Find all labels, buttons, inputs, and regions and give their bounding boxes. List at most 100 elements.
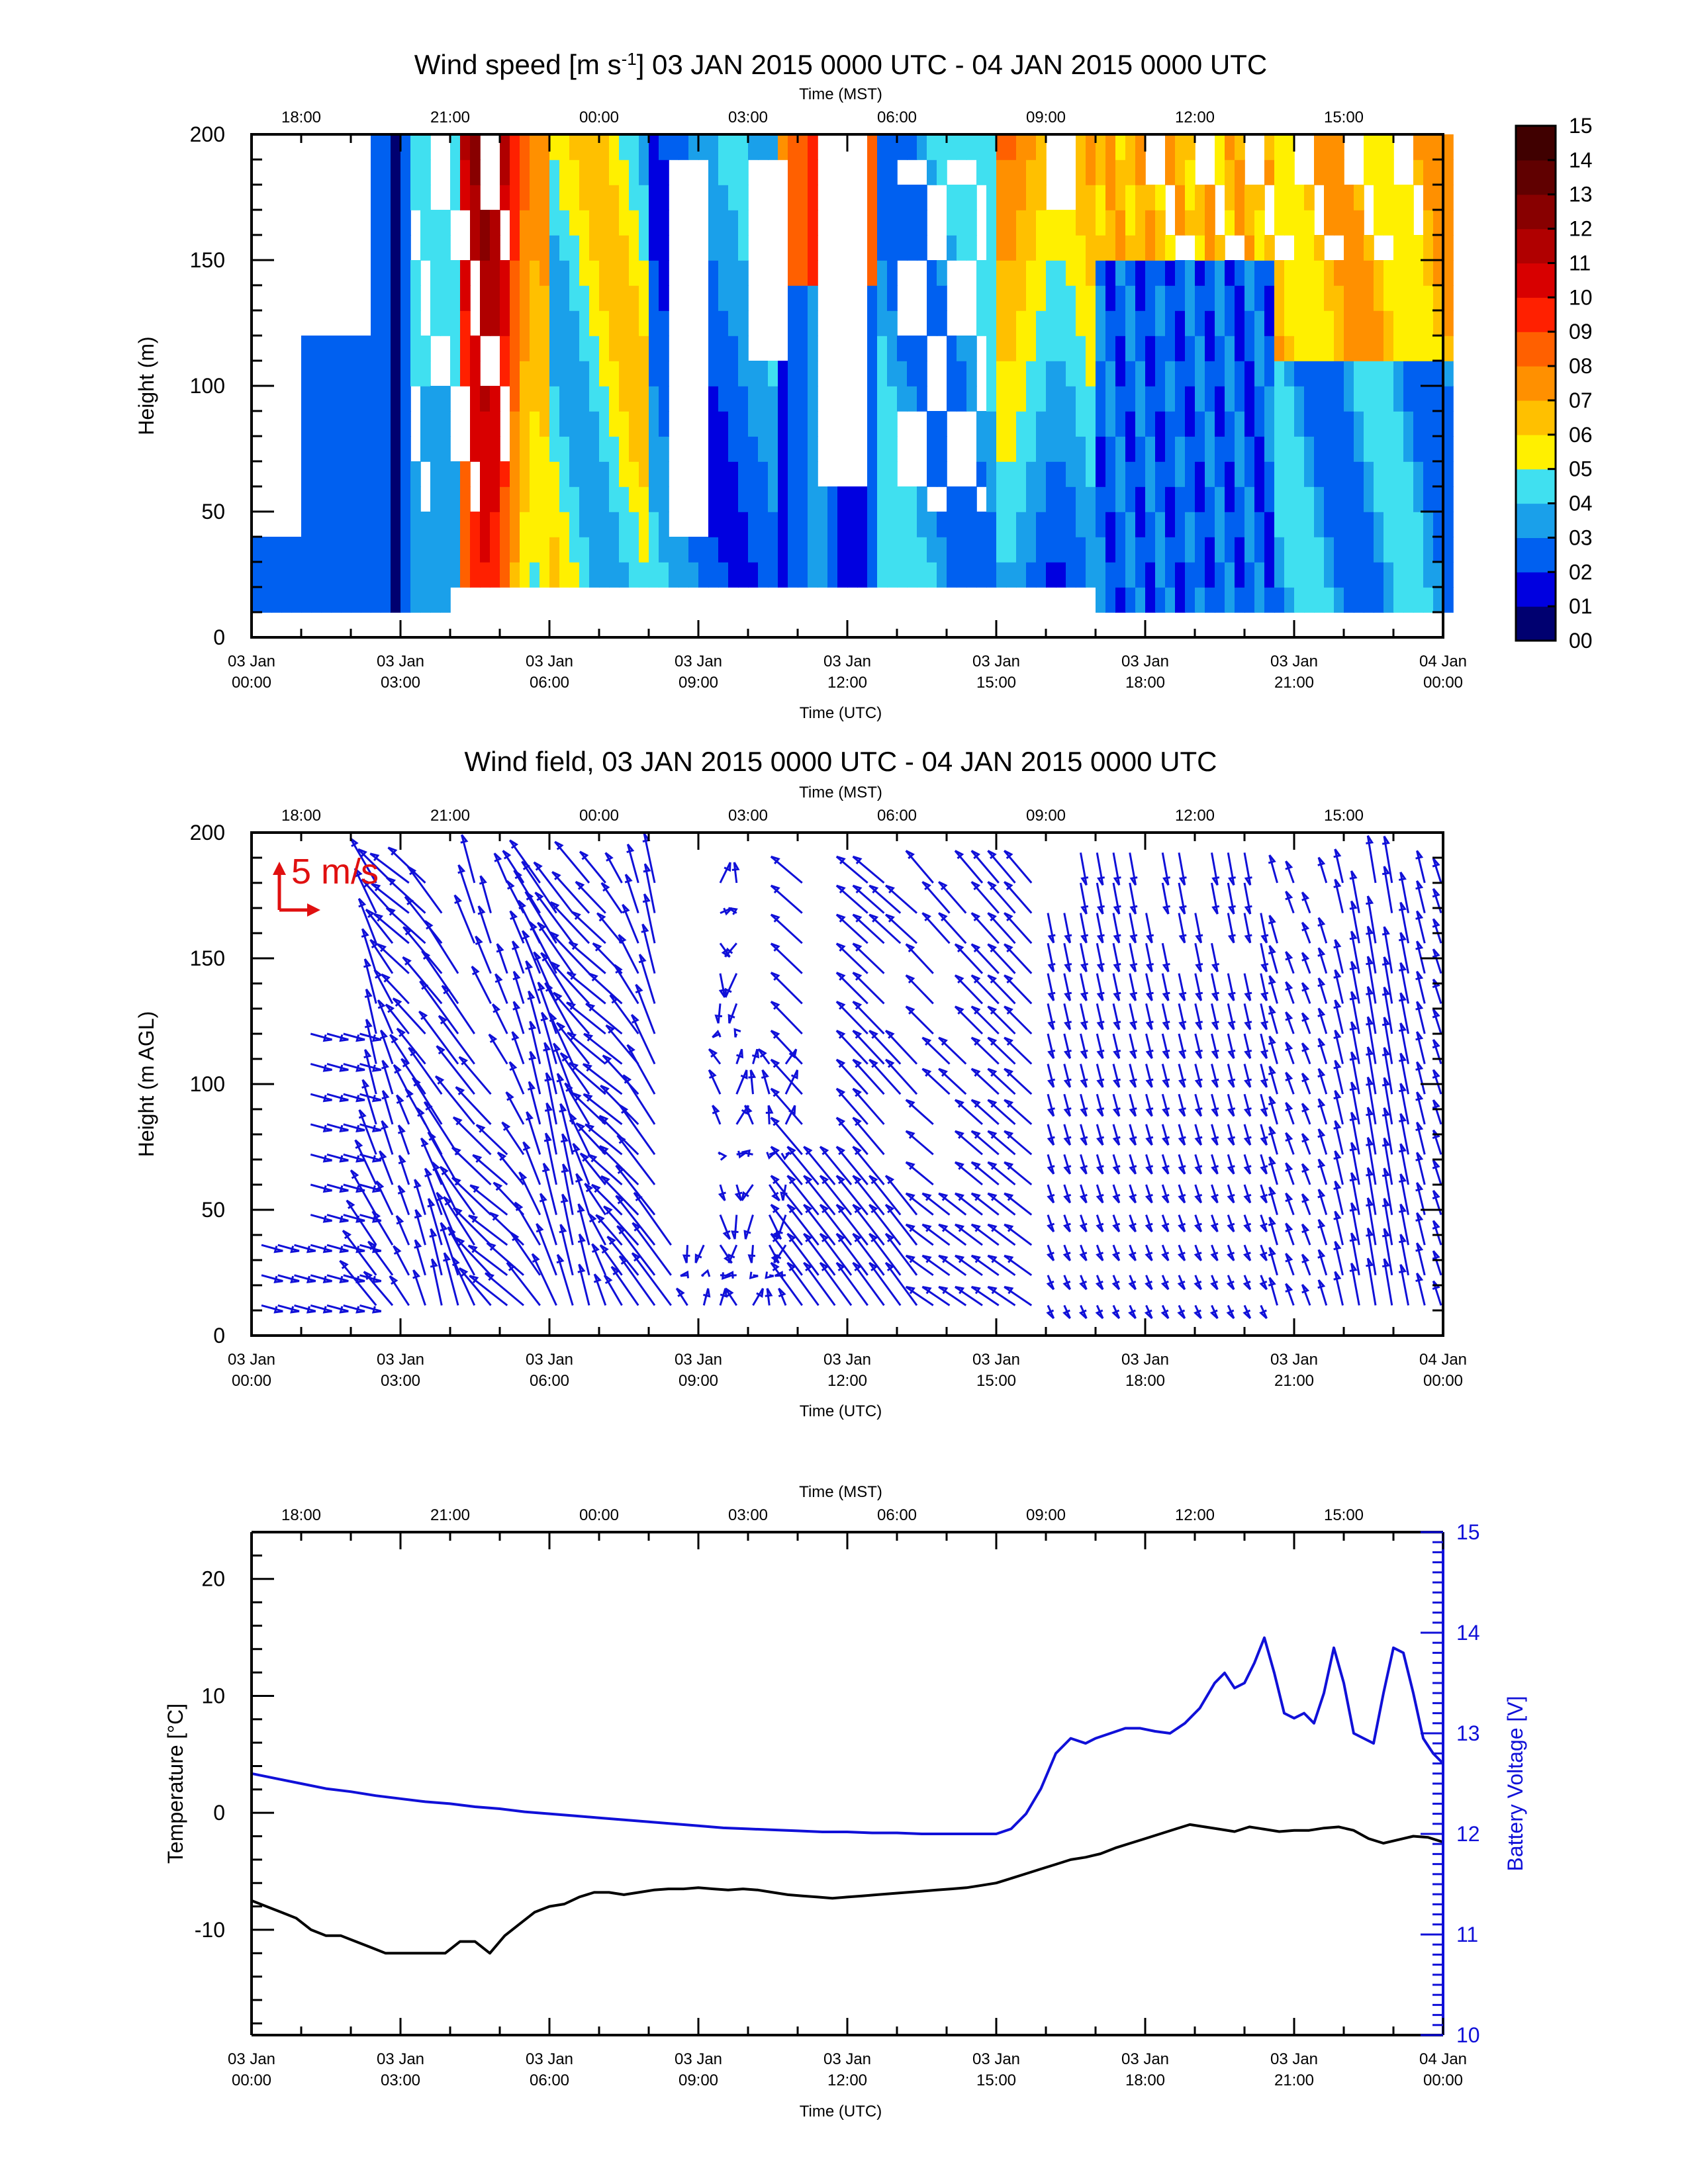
- speed-cell: [1096, 562, 1106, 588]
- wind-arrow: [436, 1045, 475, 1095]
- speed-cell: [808, 486, 818, 512]
- wind-arrow: [1268, 1005, 1278, 1034]
- x-tick-label-time: 12:00: [827, 1372, 867, 1390]
- wind-arrowhead: [1301, 1283, 1310, 1294]
- speed-cell: [1433, 537, 1444, 563]
- wind-arrowhead: [1080, 1136, 1088, 1146]
- speed-cell: [1314, 411, 1325, 437]
- wind-arrowhead: [518, 899, 526, 910]
- speed-cell: [917, 185, 927, 210]
- speed-cell: [549, 185, 560, 210]
- speed-cell: [1383, 285, 1394, 311]
- speed-cell: [301, 486, 312, 512]
- speed-cell: [708, 336, 719, 361]
- wind-arrow: [1260, 1003, 1268, 1030]
- speed-cell: [1145, 336, 1156, 361]
- wind-arrow: [784, 1105, 796, 1125]
- speed-cell: [1364, 486, 1374, 512]
- wind-arrowhead: [591, 1243, 600, 1253]
- speed-cell: [1076, 235, 1086, 261]
- wind-arrowhead: [339, 1185, 349, 1193]
- wind-arrowhead: [1178, 1165, 1186, 1175]
- speed-cell: [1046, 361, 1056, 387]
- wind-arrow: [770, 885, 803, 914]
- wind-arrowhead: [970, 881, 981, 891]
- speed-cell: [371, 562, 381, 588]
- speed-cell: [1274, 336, 1285, 361]
- speed-cell: [391, 159, 401, 185]
- speed-cell: [629, 486, 639, 512]
- speed-cell: [1344, 361, 1354, 387]
- speed-cell: [629, 185, 639, 210]
- wind-arrow: [724, 973, 738, 998]
- top-x-tick-label: 06:00: [877, 807, 917, 825]
- speed-cell: [430, 562, 441, 588]
- wind-arrow: [884, 1175, 918, 1216]
- speed-cell: [1324, 260, 1335, 286]
- wind-arrowhead: [786, 1261, 796, 1271]
- wind-arrowhead: [375, 1180, 385, 1191]
- wind-arrowhead: [1096, 1049, 1105, 1060]
- speed-cell: [1155, 235, 1166, 261]
- wind-arrowhead: [381, 1090, 390, 1100]
- speed-cell: [1354, 336, 1364, 361]
- speed-cell: [1066, 461, 1076, 487]
- speed-cell: [1195, 285, 1205, 311]
- wind-arrow: [786, 1204, 820, 1246]
- speed-cell: [788, 361, 798, 387]
- wind-arrow: [1096, 1003, 1104, 1030]
- speed-cell: [1006, 134, 1017, 160]
- speed-cell: [798, 461, 808, 487]
- wind-arrow: [393, 1245, 410, 1276]
- speed-cell: [768, 461, 778, 487]
- wind-arrowhead: [1268, 944, 1276, 955]
- wind-arrow: [1268, 1216, 1278, 1246]
- wind-arrowhead: [560, 1133, 569, 1143]
- speed-cell: [1433, 361, 1444, 387]
- wind-arrow: [545, 1103, 557, 1155]
- speed-cell: [1244, 285, 1255, 311]
- speed-cell: [837, 537, 848, 563]
- speed-cell: [1244, 185, 1255, 210]
- wind-arrow: [418, 1011, 459, 1065]
- wind-arrowhead: [441, 985, 451, 995]
- speed-cell: [609, 512, 620, 537]
- speed-cell: [1006, 336, 1017, 361]
- wind-arrowhead: [1432, 1069, 1440, 1079]
- x-tick-label-time: 15:00: [976, 674, 1016, 692]
- wind-arrowhead: [1004, 1005, 1013, 1015]
- wind-arrowhead: [1063, 1136, 1072, 1146]
- wind-arrowhead: [747, 1254, 756, 1263]
- wind-arrowhead: [1113, 876, 1121, 886]
- speed-cell: [659, 361, 669, 387]
- wind-arrowhead: [596, 912, 606, 922]
- wind-arrowhead: [479, 875, 487, 885]
- speed-cell: [1016, 285, 1027, 311]
- speed-cell: [1066, 260, 1076, 286]
- speed-cell: [1324, 486, 1335, 512]
- wind-arrowhead: [1080, 934, 1089, 944]
- speed-cell: [1423, 159, 1434, 185]
- speed-cell: [589, 210, 600, 236]
- wind-arrow: [508, 839, 541, 884]
- wind-arrow: [326, 1093, 349, 1101]
- speed-cell: [1274, 310, 1285, 336]
- wind-arrow: [1161, 1214, 1170, 1232]
- x-tick-label-time: 00:00: [1423, 1372, 1463, 1390]
- wind-arrow: [1227, 973, 1235, 1001]
- speed-cell: [1145, 386, 1156, 412]
- speed-cell: [1105, 587, 1116, 613]
- wind-arrowhead: [615, 1195, 625, 1205]
- wind-arrow: [1112, 1184, 1121, 1203]
- speed-cell: [1344, 461, 1354, 487]
- speed-cell: [1205, 310, 1215, 336]
- speed-cell: [1205, 411, 1215, 437]
- speed-cell: [1254, 285, 1265, 311]
- wind-arrowhead: [1062, 1280, 1071, 1291]
- wind-arrowhead: [1285, 1041, 1293, 1052]
- speed-cell: [1185, 461, 1196, 487]
- speed-cell: [1413, 336, 1424, 361]
- wind-arrow: [1080, 852, 1088, 886]
- speed-cell: [400, 310, 411, 336]
- x-tick-label-date: 03 Jan: [675, 1351, 722, 1369]
